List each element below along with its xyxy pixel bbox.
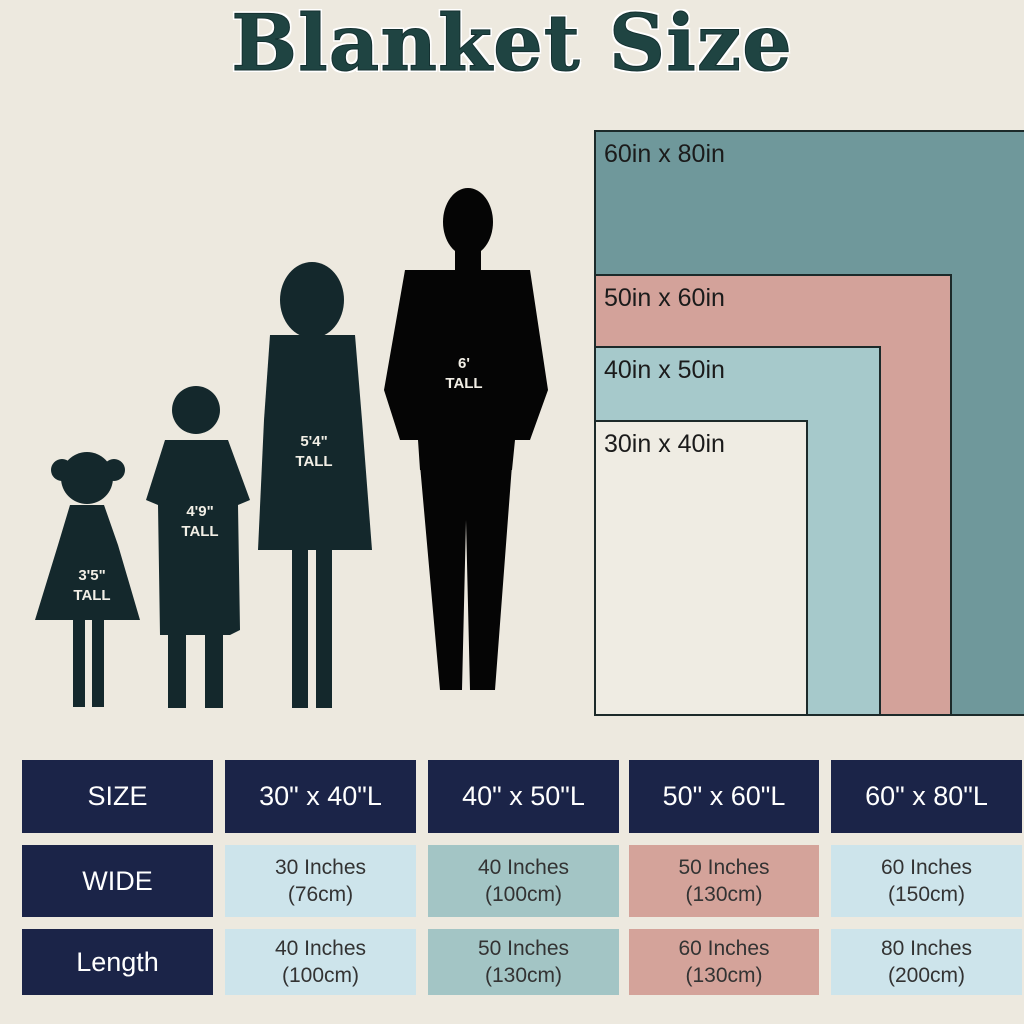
cell-inches: 60 Inches (678, 937, 770, 960)
cell-cm: (100cm) (484, 883, 563, 906)
cell-cm: (150cm) (887, 883, 966, 906)
height-label-man: 6' TALL (445, 355, 483, 392)
height-label-woman: 5'4" TALL (295, 433, 333, 470)
table-cell: 30 Inches (76cm) (225, 845, 416, 917)
table-cell: 50 Inches (130cm) (428, 929, 619, 995)
cell-inches: 50 Inches (477, 937, 570, 960)
cell-inches: 50 Inches (678, 856, 770, 879)
table-cell: 80 Inches (200cm) (831, 929, 1022, 995)
cell-inches: 40 Inches (274, 937, 367, 960)
cell-cm: (76cm) (287, 883, 354, 906)
blanket-label: 50in x 60in (604, 284, 725, 312)
header-column: 40" x 50"L (428, 760, 619, 833)
table-cell: 60 Inches (150cm) (831, 845, 1022, 917)
table-cell: 50 Inches (130cm) (629, 845, 819, 917)
blanket-label: 60in x 80in (604, 140, 725, 168)
table-cell: 60 Inches (130cm) (629, 929, 819, 995)
boy-silhouette (146, 386, 250, 708)
table-cell: 40 Inches (100cm) (225, 929, 416, 995)
header-column: 60" x 80"L (831, 760, 1022, 833)
table-cell: 40 Inches (100cm) (428, 845, 619, 917)
cell-inches: 40 Inches (477, 856, 570, 879)
blanket-30x40: 30in x 40in (594, 420, 808, 716)
blanket-label: 30in x 40in (604, 430, 725, 458)
height-label-girl: 3'5" TALL (73, 567, 111, 604)
cell-inches: 30 Inches (274, 856, 367, 879)
girl-silhouette (35, 452, 140, 707)
row-label: Length (22, 929, 213, 995)
cell-cm: (100cm) (281, 964, 360, 987)
height-label-boy: 4'9" TALL (181, 503, 219, 540)
man-silhouette (384, 188, 548, 690)
blanket-label: 40in x 50in (604, 356, 725, 384)
cell-inches: 80 Inches (880, 937, 973, 960)
cell-cm: (130cm) (685, 964, 763, 987)
woman-silhouette (258, 262, 372, 708)
cell-cm: (130cm) (484, 964, 563, 987)
cell-cm: (200cm) (887, 964, 966, 987)
page-title: Blanket Size (231, 0, 793, 90)
header-column: 30" x 40"L (225, 760, 416, 833)
cell-cm: (130cm) (685, 883, 763, 906)
header-size: SIZE (22, 760, 213, 833)
header-column: 50" x 60"L (629, 760, 819, 833)
cell-inches: 60 Inches (880, 856, 973, 879)
row-label: WIDE (22, 845, 213, 917)
people-silhouettes (35, 188, 548, 708)
